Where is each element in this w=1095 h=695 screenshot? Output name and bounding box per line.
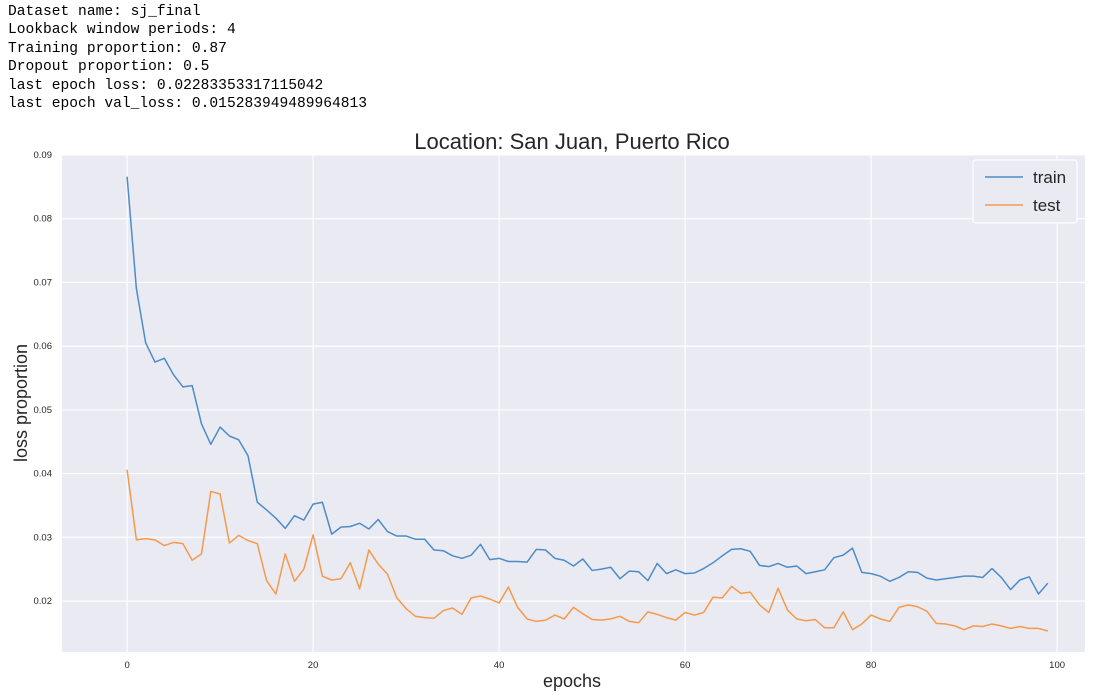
x-tick-label: 60 [680, 660, 691, 671]
info-dropout-proportion: Dropout proportion: 0.5 [8, 59, 210, 76]
y-axis-label: loss proportion [11, 344, 31, 462]
loss-chart: Location: San Juan, Puerto Rico 0 20 40 60 8… [11, 129, 1085, 691]
series-line-train [126, 176, 1049, 595]
y-tick-label: 0.03 [34, 532, 53, 543]
x-axis-label: epochs [543, 671, 601, 691]
x-tick-label: 0 [124, 660, 129, 671]
legend-label-test: test [1033, 196, 1061, 215]
x-tick-label: 20 [308, 660, 319, 671]
y-tick-label: 0.07 [34, 277, 53, 288]
y-tick-label: 0.08 [34, 214, 53, 225]
series-lines [126, 176, 1049, 632]
info-dataset-name: Dataset name: sj_final [8, 4, 201, 20]
tick-labels: 0 20 40 60 80 100 0.02 0.03 0.04 0.05 0.06 0.07 0.08… [34, 150, 1066, 671]
chart-title: Location: San Juan, Puerto Rico [414, 129, 730, 154]
grid-lines [62, 154, 1085, 652]
info-lookback-window: Lookback window periods: 4 [8, 22, 236, 39]
y-tick-label: 0.02 [34, 596, 53, 607]
info-last-epoch-val-loss: last epoch val_loss: 0.01528394948996481… [8, 96, 368, 113]
y-tick-label: 0.06 [34, 341, 53, 352]
plot-area [62, 155, 1085, 652]
run-info-output: Dataset name: sj_final Lookback window p… [8, 3, 367, 113]
y-tick-label: 0.05 [34, 405, 53, 416]
legend-label-train: train [1033, 168, 1066, 187]
legend-box [972, 159, 1078, 224]
info-training-proportion: Training proportion: 0.87 [8, 40, 227, 57]
x-tick-label: 100 [1049, 660, 1065, 671]
x-tick-label: 40 [494, 660, 505, 671]
x-tick-label: 80 [866, 660, 877, 671]
series-line-test [126, 469, 1048, 632]
info-last-epoch-loss: last epoch loss: 0.02283353317115042 [8, 77, 324, 94]
legend: train test [972, 159, 1078, 224]
y-tick-label: 0.04 [34, 469, 53, 480]
y-tick-label: 0.09 [34, 150, 53, 161]
